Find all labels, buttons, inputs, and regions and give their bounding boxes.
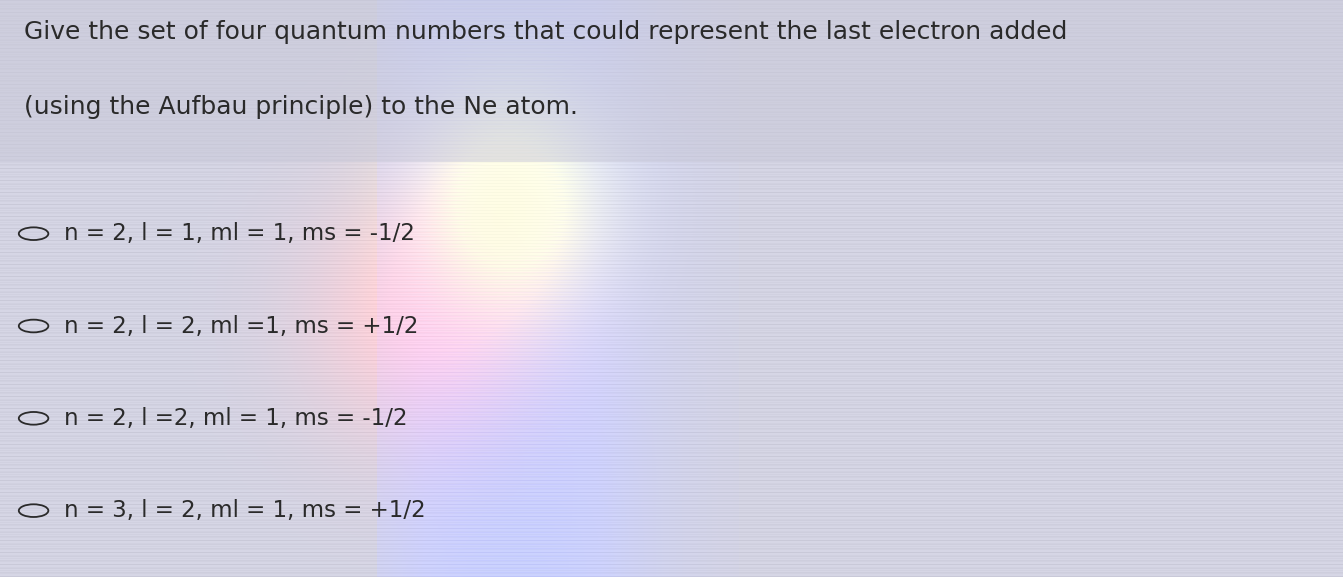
Text: n = 2, l = 2, ml =1, ms = +1/2: n = 2, l = 2, ml =1, ms = +1/2	[64, 314, 419, 338]
Text: n = 2, l =2, ml = 1, ms = -1/2: n = 2, l =2, ml = 1, ms = -1/2	[64, 407, 408, 430]
Text: (using the Aufbau principle) to the Ne atom.: (using the Aufbau principle) to the Ne a…	[24, 95, 579, 119]
Text: Give the set of four quantum numbers that could represent the last electron adde: Give the set of four quantum numbers tha…	[24, 20, 1068, 44]
Text: n = 2, l = 1, ml = 1, ms = -1/2: n = 2, l = 1, ml = 1, ms = -1/2	[64, 222, 415, 245]
Text: n = 3, l = 2, ml = 1, ms = +1/2: n = 3, l = 2, ml = 1, ms = +1/2	[64, 499, 426, 522]
FancyBboxPatch shape	[0, 0, 1343, 162]
